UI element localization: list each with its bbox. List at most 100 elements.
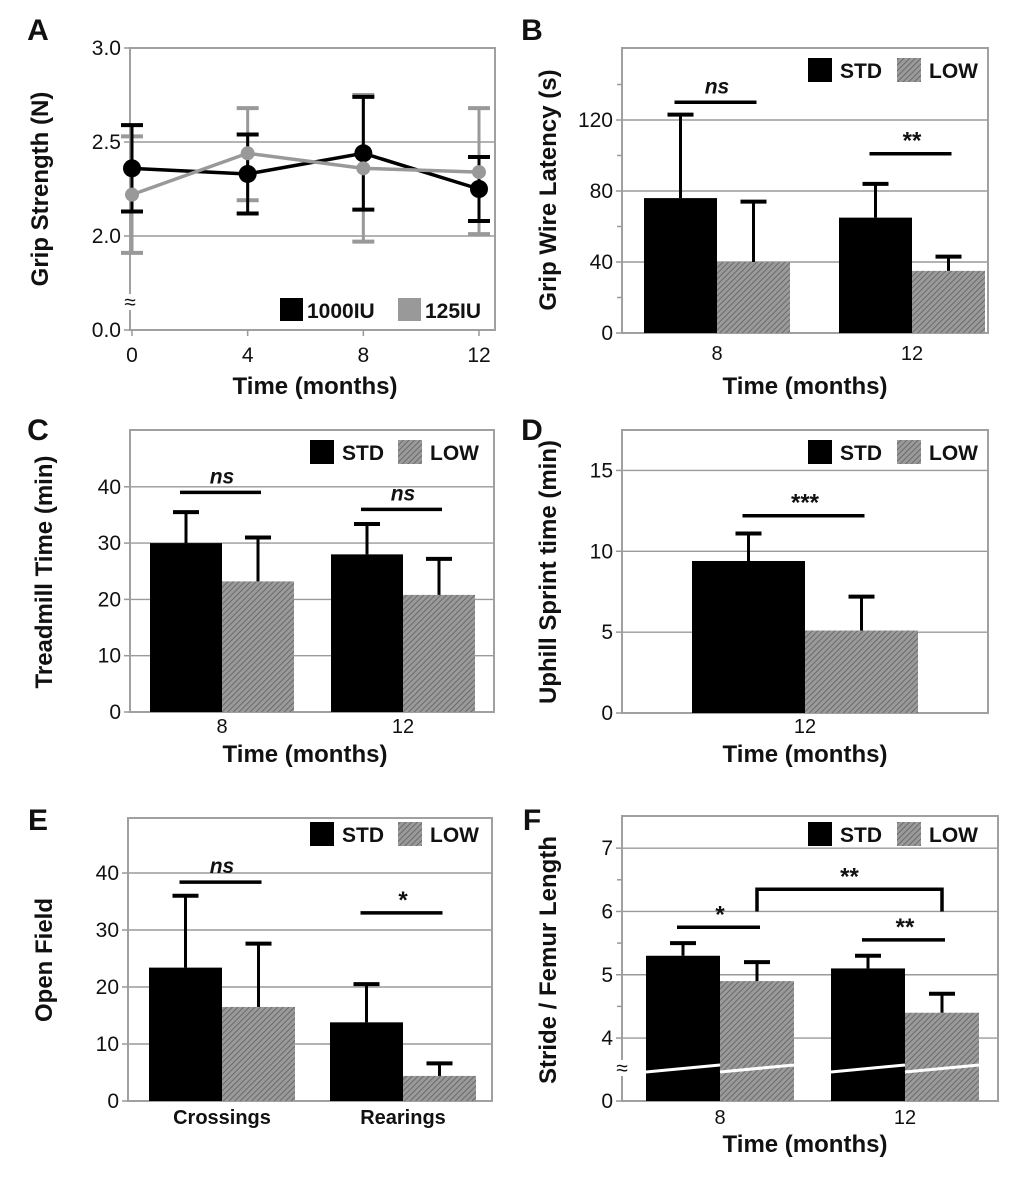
bar-std-8 [644,198,717,333]
significance-label: * [715,901,725,928]
significance-label: ** [896,914,915,941]
y-tick-label: 10 [98,645,121,668]
data-point [354,144,373,163]
panel-label: C [27,414,49,447]
legend-swatch [808,822,832,846]
bar-std-12 [692,560,805,713]
x-tick-label: 12 [794,716,816,738]
panel-label: E [28,804,48,837]
y-tick-label: 20 [98,588,121,611]
bar-std-12 [839,217,912,333]
bar-std-8 [646,955,720,1101]
bar-std-crossings [149,967,222,1101]
axis-break-line [904,1063,980,1074]
bar-low-crossings [222,1006,295,1101]
axis-break-icon: ≈ [616,1057,628,1080]
legend-swatch [398,822,422,846]
y-tick-label: 0 [109,701,121,724]
x-tick-label: 12 [894,1107,916,1129]
x-axis-label: Time (months) [723,373,888,400]
x-axis-label: Time (months) [223,741,388,768]
legend-swatch [398,298,421,321]
legend-swatch [280,298,303,321]
significance-label: ** [840,863,859,890]
y-tick-label: 15 [590,459,613,482]
y-axis-label: Grip Wire Latency (s) [535,69,562,310]
x-tick-label: 12 [901,343,923,365]
y-tick-label: 0 [601,1090,613,1113]
bar-std-8 [150,543,222,712]
plot-frame [129,429,495,713]
plot-frame [129,47,496,331]
panel-c: C 0 10 20 30 40 Treadmill Time (min) Time (mont… [27,414,495,768]
data-point [125,187,139,202]
y-tick-label: 120 [578,109,613,132]
legend-label: LOW [929,60,978,83]
x-tick-label: 0 [126,344,138,367]
significance-label: ns [391,482,416,505]
legend-swatch [897,822,921,846]
x-tick-label: 8 [357,344,369,367]
panel-f: F 0 4 5 6 7 ≈ Stride / Femur Length Time (months… [523,804,999,1158]
legend-label: LOW [929,442,978,465]
x-tick-label: 8 [216,716,227,738]
y-tick-label: 20 [96,976,119,999]
panel-label: F [523,804,541,837]
legend-label: LOW [430,442,479,465]
legend-label: LOW [430,824,479,847]
legend-swatch [310,440,334,464]
significance-label: ns [210,465,235,488]
data-point [356,161,371,176]
bar-low-12 [805,630,918,713]
legend-label: STD [840,60,882,83]
significance-label: ns [210,855,235,878]
x-tick-label: Rearings [360,1107,446,1129]
legend-label: STD [840,824,882,847]
significance-label: *** [791,490,820,517]
significance-bracket [755,887,944,912]
y-axis-label: Stride / Femur Length [535,836,562,1084]
axis-break-gap [125,294,135,310]
y-axis-label: Open Field [31,898,58,1022]
significance-label: * [398,887,408,914]
axis-break-line [645,1063,721,1074]
y-tick-label: 10 [590,540,613,563]
panel-a: A 0.0 2.0 2.5 3.0 ≈ Grip Strength (N) Time (mon… [27,14,496,400]
panel-b: B 0 40 80 120 Grip Wire Latency (s) Time (mont… [521,14,989,400]
y-tick-label: 5 [601,964,613,987]
y-tick-label: 0.0 [92,319,121,342]
legend-label: STD [840,442,882,465]
data-point [240,146,255,161]
y-tick-label: 3.0 [92,37,121,60]
panel-label: A [27,14,49,47]
y-tick-label: 5 [601,621,613,644]
bar-low-8 [720,981,794,1101]
data-point [470,180,488,198]
legend-label: STD [342,824,384,847]
legend-swatch [808,440,832,464]
bar-low-12 [905,1012,979,1101]
x-tick-label: 8 [714,1107,725,1129]
y-tick-label: 0 [107,1090,119,1113]
x-tick-label: 4 [242,344,254,367]
bar-low-12 [912,270,985,333]
x-axis-label: Time (months) [723,1131,888,1158]
legend-label: 125IU [425,300,481,323]
panel-label: D [521,414,543,447]
bar-std-12 [831,968,905,1101]
data-point [123,159,141,178]
plot-frame [127,817,493,1102]
y-axis-label: Uphill Sprint time (min) [535,440,562,704]
series-line-125IU [131,151,480,197]
legend-swatch [310,822,334,846]
axis-break-gap [617,1060,627,1076]
x-tick-label: 8 [711,343,722,365]
significance-label: ** [903,128,922,155]
panel-d: D 0 5 10 15 Uphill Sprint time (min) Time (mon… [521,414,989,768]
y-tick-label: 80 [590,180,613,203]
panel-e: E 0 10 20 30 40 Open Field Crossings Rearings ns *… [28,804,493,1129]
x-axis-label: Time (months) [723,741,888,768]
bar-low-8 [717,262,790,333]
x-tick-label: Crossings [173,1107,271,1129]
